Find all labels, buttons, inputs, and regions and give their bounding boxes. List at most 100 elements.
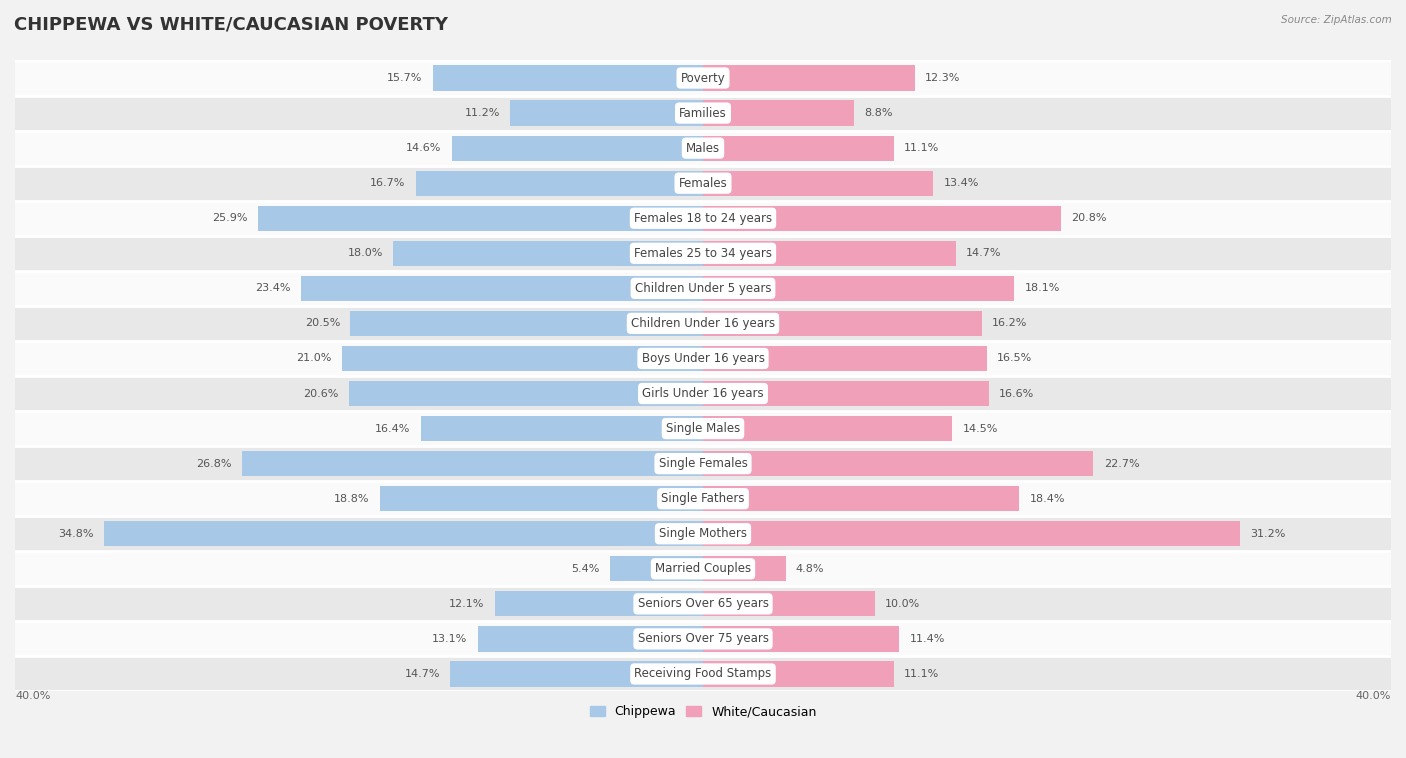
Text: 14.6%: 14.6% [406, 143, 441, 153]
Bar [433, 65, 703, 91]
Text: Single Females: Single Females [658, 457, 748, 470]
Text: 31.2%: 31.2% [1250, 529, 1285, 539]
Bar [478, 626, 703, 652]
Bar [703, 556, 786, 581]
Text: 10.0%: 10.0% [886, 599, 921, 609]
Text: 12.1%: 12.1% [449, 599, 485, 609]
Bar [15, 516, 1391, 551]
Bar [15, 656, 1391, 691]
Bar [15, 446, 1391, 481]
Bar [15, 271, 1391, 306]
Bar [510, 101, 703, 126]
Text: Seniors Over 75 years: Seniors Over 75 years [637, 632, 769, 645]
Text: Females 18 to 24 years: Females 18 to 24 years [634, 211, 772, 224]
Text: 12.3%: 12.3% [925, 73, 960, 83]
Text: 11.1%: 11.1% [904, 143, 939, 153]
Bar [15, 306, 1391, 341]
Bar [703, 346, 987, 371]
Bar [104, 521, 703, 547]
Text: 16.4%: 16.4% [375, 424, 411, 434]
Text: 20.6%: 20.6% [302, 389, 339, 399]
Bar [420, 416, 703, 441]
Bar [703, 276, 1014, 301]
Text: 18.8%: 18.8% [333, 493, 370, 503]
Bar [703, 65, 914, 91]
Text: Females: Females [679, 177, 727, 190]
Bar [15, 551, 1391, 587]
Text: 18.1%: 18.1% [1025, 283, 1060, 293]
Text: 11.2%: 11.2% [464, 108, 501, 118]
Bar [15, 236, 1391, 271]
Text: 40.0%: 40.0% [1355, 691, 1391, 701]
Text: Poverty: Poverty [681, 71, 725, 84]
Bar [257, 205, 703, 231]
Bar [703, 311, 981, 336]
Text: 18.0%: 18.0% [347, 249, 382, 258]
Text: Boys Under 16 years: Boys Under 16 years [641, 352, 765, 365]
Bar [703, 626, 898, 652]
Text: Receiving Food Stamps: Receiving Food Stamps [634, 668, 772, 681]
Text: 20.8%: 20.8% [1071, 213, 1107, 224]
Text: 16.2%: 16.2% [993, 318, 1028, 328]
Bar [15, 166, 1391, 201]
Bar [703, 521, 1240, 547]
Text: 20.5%: 20.5% [305, 318, 340, 328]
Text: 14.5%: 14.5% [963, 424, 998, 434]
Text: 15.7%: 15.7% [387, 73, 423, 83]
Text: Families: Families [679, 107, 727, 120]
Text: Seniors Over 65 years: Seniors Over 65 years [637, 597, 769, 610]
Bar [703, 241, 956, 266]
Bar [495, 591, 703, 616]
Bar [15, 61, 1391, 96]
Text: Source: ZipAtlas.com: Source: ZipAtlas.com [1281, 15, 1392, 25]
Bar [703, 171, 934, 196]
Bar [342, 346, 703, 371]
Text: Females 25 to 34 years: Females 25 to 34 years [634, 247, 772, 260]
Bar [416, 171, 703, 196]
Text: Males: Males [686, 142, 720, 155]
Bar [15, 622, 1391, 656]
Bar [242, 451, 703, 476]
Bar [703, 591, 875, 616]
Bar [15, 481, 1391, 516]
Text: 13.4%: 13.4% [943, 178, 979, 188]
Bar [610, 556, 703, 581]
Text: 25.9%: 25.9% [212, 213, 247, 224]
Bar [15, 130, 1391, 166]
Bar [703, 205, 1060, 231]
Text: Single Fathers: Single Fathers [661, 492, 745, 505]
Bar [15, 96, 1391, 130]
Text: 22.7%: 22.7% [1104, 459, 1139, 468]
Text: 11.1%: 11.1% [904, 669, 939, 679]
Text: 4.8%: 4.8% [796, 564, 824, 574]
Text: 16.7%: 16.7% [370, 178, 405, 188]
Bar [15, 587, 1391, 622]
Bar [703, 451, 1094, 476]
Text: 5.4%: 5.4% [571, 564, 600, 574]
Text: Married Couples: Married Couples [655, 562, 751, 575]
Text: CHIPPEWA VS WHITE/CAUCASIAN POVERTY: CHIPPEWA VS WHITE/CAUCASIAN POVERTY [14, 15, 449, 33]
Text: 13.1%: 13.1% [432, 634, 467, 644]
Bar [703, 381, 988, 406]
Text: 11.4%: 11.4% [910, 634, 945, 644]
Bar [349, 381, 703, 406]
Bar [15, 376, 1391, 411]
Bar [703, 661, 894, 687]
Text: Children Under 5 years: Children Under 5 years [634, 282, 772, 295]
Text: 26.8%: 26.8% [197, 459, 232, 468]
Text: Children Under 16 years: Children Under 16 years [631, 317, 775, 330]
Bar [301, 276, 703, 301]
Bar [703, 416, 952, 441]
Text: 40.0%: 40.0% [15, 691, 51, 701]
Text: 14.7%: 14.7% [966, 249, 1001, 258]
Bar [350, 311, 703, 336]
Text: Single Males: Single Males [666, 422, 740, 435]
Text: 14.7%: 14.7% [405, 669, 440, 679]
Text: 23.4%: 23.4% [254, 283, 290, 293]
Text: 8.8%: 8.8% [865, 108, 893, 118]
Bar [451, 136, 703, 161]
Bar [380, 486, 703, 512]
Text: 18.4%: 18.4% [1029, 493, 1066, 503]
Bar [703, 486, 1019, 512]
Bar [15, 201, 1391, 236]
